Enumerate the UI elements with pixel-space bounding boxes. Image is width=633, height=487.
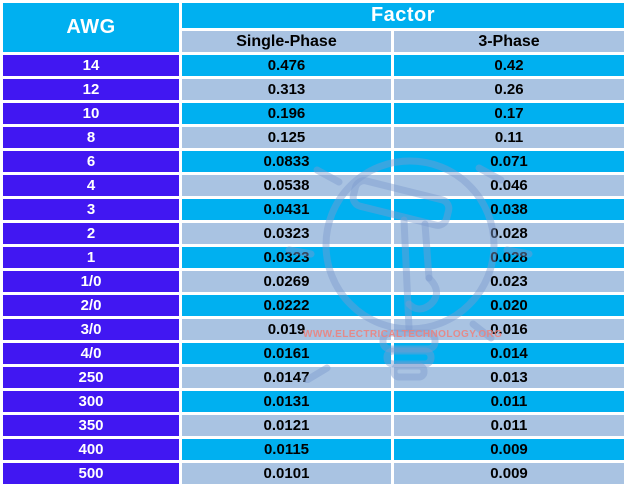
three-phase-cell: 0.011 xyxy=(394,415,624,436)
single-phase-cell: 0.0101 xyxy=(182,463,391,484)
single-phase-cell: 0.0269 xyxy=(182,271,391,292)
awg-cell: 8 xyxy=(3,127,179,148)
three-phase-subheader: 3-Phase xyxy=(394,31,624,52)
single-phase-cell: 0.125 xyxy=(182,127,391,148)
table-row: 1/0 0.0269 0.023 xyxy=(3,271,624,292)
single-phase-cell: 0.0323 xyxy=(182,223,391,244)
table-row: 400 0.0115 0.009 xyxy=(3,439,624,460)
three-phase-cell: 0.011 xyxy=(394,391,624,412)
awg-cell: 1 xyxy=(3,247,179,268)
table-row: 3/0 0.019 0.016 xyxy=(3,319,624,340)
table-row: 12 0.313 0.26 xyxy=(3,79,624,100)
three-phase-cell: 0.016 xyxy=(394,319,624,340)
table-row: 3 0.0431 0.038 xyxy=(3,199,624,220)
single-phase-cell: 0.0115 xyxy=(182,439,391,460)
single-phase-cell: 0.0538 xyxy=(182,175,391,196)
three-phase-cell: 0.17 xyxy=(394,103,624,124)
table-row: 1 0.0323 0.028 xyxy=(3,247,624,268)
three-phase-cell: 0.071 xyxy=(394,151,624,172)
awg-cell: 500 xyxy=(3,463,179,484)
table-row: 4 0.0538 0.046 xyxy=(3,175,624,196)
table-row: 10 0.196 0.17 xyxy=(3,103,624,124)
awg-cell: 1/0 xyxy=(3,271,179,292)
table-body: 14 0.476 0.42 12 0.313 0.26 10 0.196 0.17 8 0.1… xyxy=(3,55,624,484)
single-phase-cell: 0.313 xyxy=(182,79,391,100)
three-phase-cell: 0.028 xyxy=(394,247,624,268)
awg-cell: 4 xyxy=(3,175,179,196)
single-phase-cell: 0.476 xyxy=(182,55,391,76)
table-header: AWG Factor Single-Phase 3-Phase xyxy=(3,3,624,52)
awg-cell: 4/0 xyxy=(3,343,179,364)
factor-column-header: Factor xyxy=(182,3,624,28)
awg-cell: 14 xyxy=(3,55,179,76)
table-row: 350 0.0121 0.011 xyxy=(3,415,624,436)
awg-column-header: AWG xyxy=(3,3,179,52)
awg-cell: 250 xyxy=(3,367,179,388)
awg-cell: 300 xyxy=(3,391,179,412)
awg-cell: 3/0 xyxy=(3,319,179,340)
single-phase-cell: 0.196 xyxy=(182,103,391,124)
table-row: 250 0.0147 0.013 xyxy=(3,367,624,388)
three-phase-cell: 0.020 xyxy=(394,295,624,316)
awg-cell: 3 xyxy=(3,199,179,220)
single-phase-cell: 0.0222 xyxy=(182,295,391,316)
three-phase-cell: 0.028 xyxy=(394,223,624,244)
single-phase-cell: 0.0121 xyxy=(182,415,391,436)
single-phase-cell: 0.0131 xyxy=(182,391,391,412)
single-phase-subheader: Single-Phase xyxy=(182,31,391,52)
awg-cell: 400 xyxy=(3,439,179,460)
single-phase-cell: 0.0161 xyxy=(182,343,391,364)
single-phase-cell: 0.0833 xyxy=(182,151,391,172)
table-row: 300 0.0131 0.011 xyxy=(3,391,624,412)
three-phase-cell: 0.046 xyxy=(394,175,624,196)
three-phase-cell: 0.014 xyxy=(394,343,624,364)
table-row: 2 0.0323 0.028 xyxy=(3,223,624,244)
three-phase-cell: 0.26 xyxy=(394,79,624,100)
table-row: 2/0 0.0222 0.020 xyxy=(3,295,624,316)
awg-cell: 6 xyxy=(3,151,179,172)
awg-cell: 350 xyxy=(3,415,179,436)
table-row: 6 0.0833 0.071 xyxy=(3,151,624,172)
table-row: 500 0.0101 0.009 xyxy=(3,463,624,484)
awg-cell: 2/0 xyxy=(3,295,179,316)
table-row: 14 0.476 0.42 xyxy=(3,55,624,76)
three-phase-cell: 0.013 xyxy=(394,367,624,388)
three-phase-cell: 0.038 xyxy=(394,199,624,220)
three-phase-cell: 0.023 xyxy=(394,271,624,292)
single-phase-cell: 0.0147 xyxy=(182,367,391,388)
awg-cell: 12 xyxy=(3,79,179,100)
three-phase-cell: 0.009 xyxy=(394,439,624,460)
table-row: 4/0 0.0161 0.014 xyxy=(3,343,624,364)
three-phase-cell: 0.42 xyxy=(394,55,624,76)
awg-cell: 2 xyxy=(3,223,179,244)
single-phase-cell: 0.0323 xyxy=(182,247,391,268)
single-phase-cell: 0.019 xyxy=(182,319,391,340)
three-phase-cell: 0.11 xyxy=(394,127,624,148)
table-row: 8 0.125 0.11 xyxy=(3,127,624,148)
single-phase-cell: 0.0431 xyxy=(182,199,391,220)
three-phase-cell: 0.009 xyxy=(394,463,624,484)
awg-cell: 10 xyxy=(3,103,179,124)
